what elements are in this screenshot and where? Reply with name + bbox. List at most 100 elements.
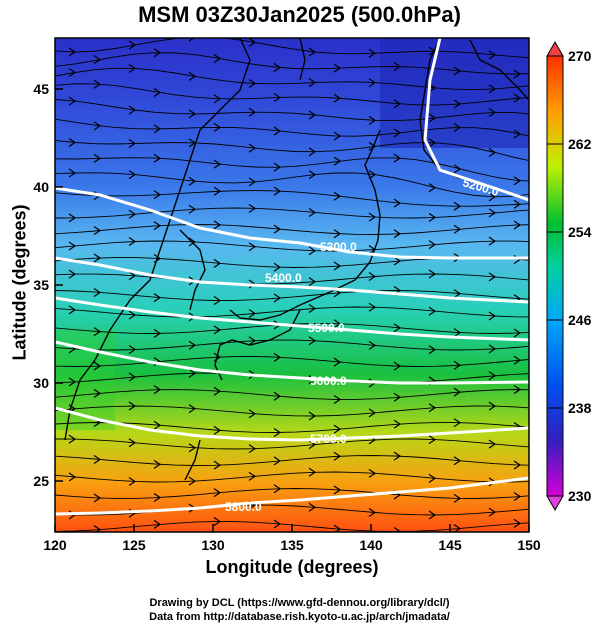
streamline-arrow xyxy=(368,507,377,517)
streamline-arrow xyxy=(368,48,377,58)
streamline-arrow xyxy=(128,401,137,411)
streamline-arrow xyxy=(333,451,342,461)
streamline-arrow xyxy=(68,138,77,148)
streamline-arrow xyxy=(393,128,402,138)
streamline-arrow xyxy=(273,427,282,437)
streamline-arrow xyxy=(488,236,497,246)
streamline-arrow xyxy=(488,344,497,354)
x-tick-label: 120 xyxy=(43,537,67,553)
streamline-arrow xyxy=(248,107,257,117)
colorbar-tick-label: 246 xyxy=(568,312,592,328)
streamline xyxy=(55,356,529,367)
streamline-arrow xyxy=(188,176,197,186)
streamline-arrow xyxy=(153,293,162,303)
y-tick-label: 45 xyxy=(33,81,49,97)
streamline-arrow xyxy=(248,409,257,419)
streamline-arrow xyxy=(333,485,342,495)
streamline-arrow xyxy=(308,303,317,313)
streamline-arrow xyxy=(248,336,257,346)
streamline-arrow xyxy=(393,256,402,266)
streamline-arrow xyxy=(428,403,437,413)
contour-5500 xyxy=(55,296,529,342)
streamline-arrow xyxy=(513,199,522,209)
streamline-arrow xyxy=(308,336,317,346)
streamline-arrow xyxy=(393,323,402,333)
streamline-arrow xyxy=(368,340,377,350)
colorbar-tick-label: 254 xyxy=(568,224,592,240)
contour-label-5300: 5300.0 xyxy=(320,240,357,254)
streamline-arrow xyxy=(273,352,282,362)
y-tick-label: 30 xyxy=(33,375,49,391)
streamline-arrow xyxy=(513,518,522,528)
streamline-arrow xyxy=(128,209,137,219)
streamline-arrow xyxy=(488,50,497,60)
streamline-arrow xyxy=(488,401,497,411)
streamline-arrow xyxy=(488,371,497,381)
streamline-arrow xyxy=(153,221,162,231)
streamline-arrow xyxy=(453,493,462,503)
streamline-arrow xyxy=(248,444,257,454)
streamline-arrow xyxy=(128,345,137,355)
streamline-arrow xyxy=(368,78,377,88)
streamline-arrow xyxy=(333,261,342,271)
streamline-arrow xyxy=(308,440,317,450)
streamline-arrow xyxy=(128,237,137,247)
streamline-arrow xyxy=(308,170,317,180)
streamline-arrow xyxy=(93,388,102,398)
streamline-arrow xyxy=(273,519,282,529)
streamline-arrow xyxy=(308,207,317,217)
streamline-arrow xyxy=(213,220,222,230)
streamline-arrow xyxy=(68,377,77,387)
colorbar-tick-label: 270 xyxy=(568,48,592,64)
streamline-arrow xyxy=(368,271,377,281)
streamline-arrow xyxy=(248,203,257,213)
x-tick-label: 130 xyxy=(201,537,225,553)
streamline-arrow xyxy=(248,309,257,319)
streamline-arrow xyxy=(368,141,377,151)
streamline-arrow xyxy=(248,143,257,153)
streamline-arrow xyxy=(453,122,462,132)
streamline-arrow xyxy=(153,328,162,338)
cold-patch xyxy=(380,38,529,148)
streamline-arrow xyxy=(93,55,102,65)
streamline-arrow xyxy=(513,93,522,103)
streamline-arrow xyxy=(513,69,522,79)
streamline-arrow xyxy=(68,269,77,279)
streamline-arrow xyxy=(248,79,257,89)
streamline-arrow xyxy=(488,272,497,282)
streamline-arrow xyxy=(333,63,342,73)
streamline-arrow xyxy=(213,517,222,527)
streamline-arrow xyxy=(368,468,377,478)
streamline-arrow xyxy=(153,190,162,200)
streamline xyxy=(55,190,529,207)
streamline-arrow xyxy=(93,525,102,532)
streamline-arrow xyxy=(213,325,222,335)
streamline-arrow xyxy=(308,467,317,477)
streamline-arrow xyxy=(93,253,102,263)
streamline-arrow xyxy=(428,510,437,520)
streamline-arrow xyxy=(93,287,102,297)
streamline-arrow xyxy=(68,472,77,482)
contour-5400 xyxy=(55,256,529,304)
streamline-arrow xyxy=(308,47,317,57)
streamline-arrow xyxy=(213,54,222,64)
streamline-arrow xyxy=(453,66,462,76)
streamline-arrow xyxy=(273,162,282,172)
streamline-arrow xyxy=(393,99,402,109)
streamline-arrow xyxy=(273,262,282,272)
streamline-arrow xyxy=(213,258,222,268)
colorbar-tick-label: 238 xyxy=(568,400,592,416)
streamline-arrow xyxy=(128,438,137,448)
streamline-arrow xyxy=(93,493,102,503)
y-tick-label: 25 xyxy=(33,473,49,489)
streamline-arrow xyxy=(273,186,282,196)
streamline-arrow xyxy=(213,460,222,470)
streamline-arrow xyxy=(188,204,197,214)
streamline-arrow xyxy=(153,420,162,430)
streamline-arrow xyxy=(248,38,257,47)
streamline-arrow xyxy=(188,368,197,378)
streamline-arrow xyxy=(513,492,522,502)
credit-line-1: Drawing by DCL (https://www.gfd-dennou.o… xyxy=(149,597,450,609)
streamline-arrow xyxy=(213,186,222,196)
